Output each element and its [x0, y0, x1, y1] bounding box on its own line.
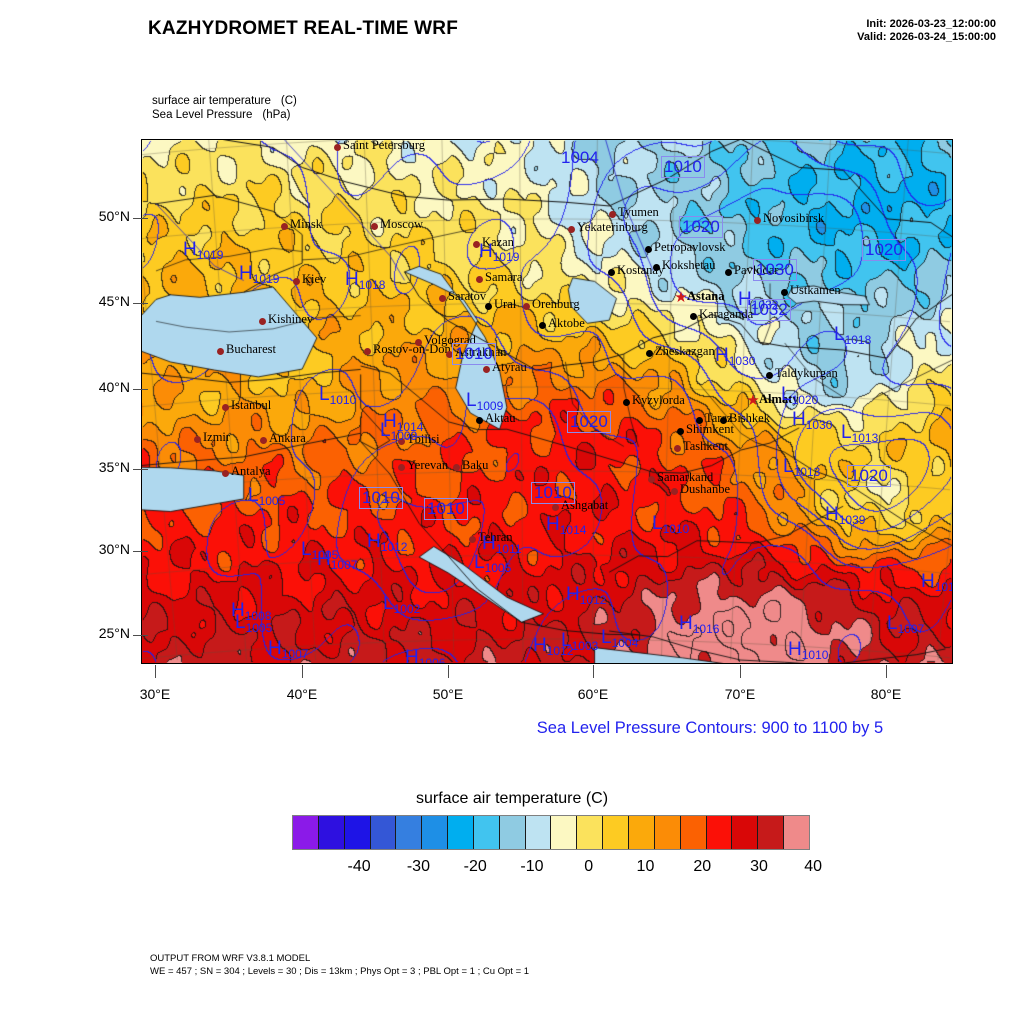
colorbar-swatch [784, 816, 809, 849]
lat-tick-label: 40°N [98, 379, 130, 395]
colorbar-tick-label: -30 [406, 858, 430, 875]
colorbar-ticks: -40 -30 -20 -10 0 10 20 30 40 [292, 858, 823, 884]
colorbar-tick-label: -20 [463, 858, 487, 875]
colorbar-swatch [525, 816, 552, 849]
colorbar-swatch [551, 816, 578, 849]
lon-tick-label: 40°E [286, 686, 318, 702]
colorbar-tick-label: 0 [584, 858, 594, 875]
lat-tick-mark [133, 303, 148, 304]
colorbar-swatch [293, 816, 319, 849]
lat-tick-mark [133, 469, 148, 470]
colorbar-swatch [396, 816, 423, 849]
field-caption-line1-units: (C) [280, 95, 297, 107]
contour-interval-note: Sea Level Pressure Contours: 900 to 1100… [536, 719, 884, 737]
colorbar-swatch [499, 816, 526, 849]
field-caption-line2-units: (hPa) [262, 109, 291, 121]
lon-tick-mark [593, 665, 594, 678]
lat-tick-label: 25°N [98, 625, 130, 641]
field-caption-line1-name: surface air temperature [152, 95, 271, 107]
map-raster [142, 140, 952, 663]
lon-tick-mark [302, 665, 303, 678]
colorbar-tick-label: 30 [750, 858, 768, 875]
colorbar-swatch [758, 816, 785, 849]
colorbar-swatch [344, 816, 371, 849]
lon-tick-mark [740, 665, 741, 678]
lon-tick-mark [448, 665, 449, 678]
page-title: KAZHYDROMET REAL-TIME WRF [148, 18, 459, 39]
colorbar-tick-label: 10 [636, 858, 655, 875]
colorbar-tick-label: 40 [804, 858, 823, 875]
model-run-info: Init: 2026-03-23_12:00:00 Valid: 2026-03… [857, 18, 996, 44]
colorbar-swatch [370, 816, 397, 849]
colorbar-tick-label: 20 [693, 858, 712, 875]
lon-tick-label: 70°E [724, 686, 756, 702]
lat-tick-mark [133, 218, 148, 219]
lon-tick-label: 80°E [870, 686, 902, 702]
colorbar-swatch [448, 816, 474, 849]
lat-tick-mark [133, 389, 148, 390]
lat-tick-label: 35°N [98, 459, 130, 475]
colorbar-swatch [603, 816, 629, 849]
colorbar-swatch [732, 816, 759, 849]
colorbar-swatch [473, 816, 500, 849]
lat-tick-mark [133, 551, 148, 552]
lat-tick-label: 50°N [98, 208, 130, 224]
colorbar-swatch [628, 816, 655, 849]
colorbar-tick-label: -10 [520, 858, 544, 875]
field-caption: surface air temperature (C) Sea Level Pre… [152, 94, 297, 122]
field-caption-line2-name: Sea Level Pressure [152, 109, 253, 121]
colorbar-swatch [680, 816, 707, 849]
init-time: Init: 2026-03-23_12:00:00 [866, 18, 996, 30]
footer-line-2: WE = 457 ; SN = 304 ; Levels = 30 ; Dis … [150, 966, 530, 977]
lon-tick-mark [155, 665, 156, 678]
colorbar-swatch [706, 816, 733, 849]
valid-time: Valid: 2026-03-24_15:00:00 [857, 31, 996, 43]
lat-tick-mark [133, 635, 148, 636]
footer-line-1: OUTPUT FROM WRF V3.8.1 MODEL [150, 953, 311, 964]
weather-map[interactable]: Saint Petersburg Minsk Moscow Kiev Kishinev B… [141, 139, 953, 664]
colorbar-swatch [422, 816, 449, 849]
lon-tick-label: 50°E [432, 686, 464, 702]
lat-tick-label: 30°N [98, 541, 130, 557]
lon-tick-label: 30°E [139, 686, 171, 702]
colorbar-swatch [318, 816, 345, 849]
model-footer: OUTPUT FROM WRF V3.8.1 MODEL WE = 457 ; … [150, 952, 529, 978]
colorbar-title: surface air temperature (C) [415, 790, 609, 807]
colorbar-swatch [654, 816, 681, 849]
lat-tick-label: 45°N [98, 293, 130, 309]
colorbar-tick-label: -40 [347, 858, 371, 875]
colorbar [292, 815, 810, 850]
colorbar-swatch [577, 816, 604, 849]
lon-tick-label: 60°E [577, 686, 609, 702]
lon-tick-mark [886, 665, 887, 678]
